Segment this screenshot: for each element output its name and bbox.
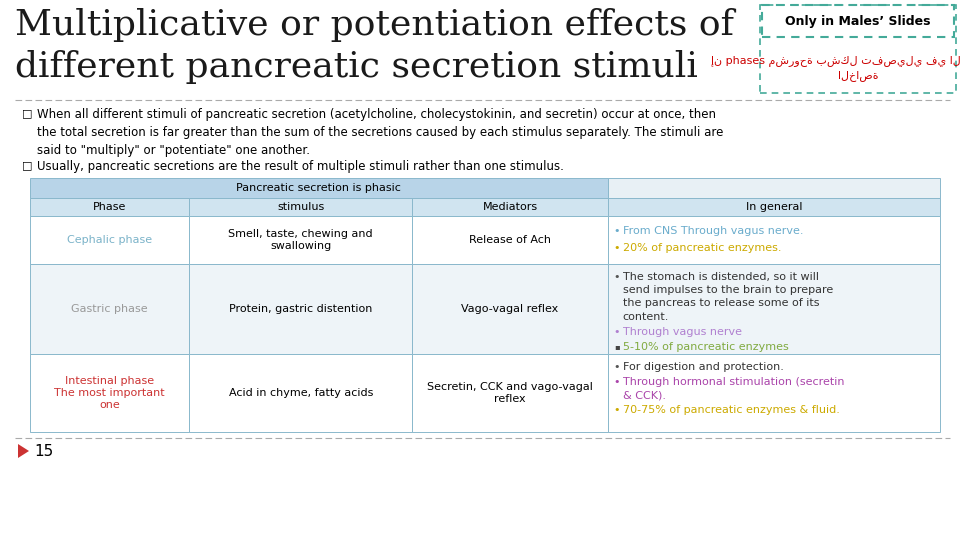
Text: •: • <box>613 405 620 415</box>
Text: different pancreatic secretion stimuli: different pancreatic secretion stimuli <box>15 50 698 84</box>
Text: إن phases مشروحة بشكل تفصيلي في السلايدة: إن phases مشروحة بشكل تفصيلي في السلايدة <box>711 56 960 67</box>
Text: Only in Males’ Slides: Only in Males’ Slides <box>785 15 931 28</box>
Text: 20% of pancreatic enzymes.: 20% of pancreatic enzymes. <box>623 243 781 253</box>
Text: stimulus: stimulus <box>277 202 324 212</box>
Text: Through vagus nerve: Through vagus nerve <box>623 327 742 337</box>
Text: Secretin, CCK and vago-vagal
reflex: Secretin, CCK and vago-vagal reflex <box>427 382 593 404</box>
Text: 70-75% of pancreatic enzymes & fluid.: 70-75% of pancreatic enzymes & fluid. <box>623 405 840 415</box>
Text: Mediators: Mediators <box>483 202 538 212</box>
Bar <box>762 5 954 37</box>
Text: Cephalic phase: Cephalic phase <box>67 235 153 245</box>
Text: From CNS Through vagus nerve.: From CNS Through vagus nerve. <box>623 226 804 236</box>
Text: Usually, pancreatic secretions are the result of multiple stimuli rather than on: Usually, pancreatic secretions are the r… <box>37 160 564 173</box>
Text: Gastric phase: Gastric phase <box>71 304 148 314</box>
Bar <box>608 216 940 264</box>
Bar <box>189 216 412 264</box>
Bar <box>608 264 940 354</box>
Text: For digestion and protection.: For digestion and protection. <box>623 362 783 372</box>
Text: •: • <box>613 272 620 282</box>
Bar <box>30 264 189 354</box>
Text: In general: In general <box>746 202 803 212</box>
Bar <box>189 264 412 354</box>
Text: الخاصة: الخاصة <box>838 70 878 81</box>
Bar <box>189 198 412 216</box>
Bar <box>608 178 940 198</box>
Bar <box>30 354 189 432</box>
Bar <box>30 178 608 198</box>
Text: Phase: Phase <box>93 202 127 212</box>
Bar <box>189 354 412 432</box>
Bar <box>608 354 940 432</box>
Text: □: □ <box>22 160 33 170</box>
Bar <box>30 198 189 216</box>
Bar <box>412 264 608 354</box>
Bar <box>608 198 940 216</box>
Text: Vago-vagal reflex: Vago-vagal reflex <box>462 304 559 314</box>
Text: 5-10% of pancreatic enzymes: 5-10% of pancreatic enzymes <box>623 342 788 352</box>
Text: Release of Ach: Release of Ach <box>469 235 551 245</box>
Bar <box>30 216 189 264</box>
Polygon shape <box>18 444 29 458</box>
Text: Smell, taste, chewing and
swallowing: Smell, taste, chewing and swallowing <box>228 229 373 251</box>
Bar <box>412 354 608 432</box>
Text: •: • <box>613 243 620 253</box>
Text: When all different stimuli of pancreatic secretion (acetylcholine, cholecystokin: When all different stimuli of pancreatic… <box>37 108 724 157</box>
Bar <box>760 5 956 93</box>
Text: 15: 15 <box>34 443 53 458</box>
Text: ▪: ▪ <box>613 342 619 351</box>
Bar <box>412 216 608 264</box>
Text: Multiplicative or potentiation effects of: Multiplicative or potentiation effects o… <box>15 8 734 42</box>
Text: Acid in chyme, fatty acids: Acid in chyme, fatty acids <box>228 388 372 398</box>
Text: •: • <box>613 226 620 236</box>
Text: •: • <box>613 327 620 337</box>
Text: Protein, gastric distention: Protein, gastric distention <box>229 304 372 314</box>
Text: The stomach is distended, so it will
send impulses to the brain to prepare
the p: The stomach is distended, so it will sen… <box>623 272 833 322</box>
Text: •: • <box>613 377 620 387</box>
Bar <box>412 198 608 216</box>
Text: Intestinal phase
The most important
one: Intestinal phase The most important one <box>55 376 165 410</box>
Text: □: □ <box>22 108 33 118</box>
Text: Through hormonal stimulation (secretin
& CCK).: Through hormonal stimulation (secretin &… <box>623 377 845 400</box>
Text: Pancreatic secretion is phasic: Pancreatic secretion is phasic <box>236 183 401 193</box>
Text: •: • <box>613 362 620 372</box>
